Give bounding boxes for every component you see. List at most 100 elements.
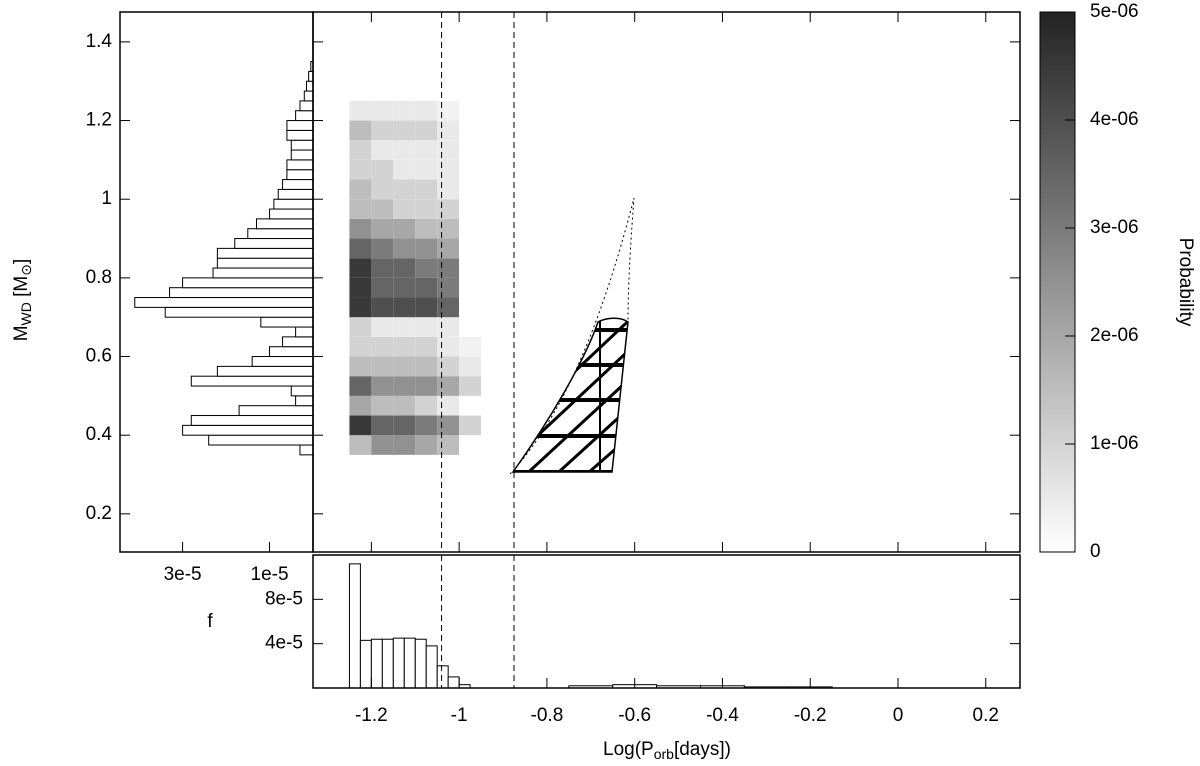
heat-cell <box>371 317 394 337</box>
heat-cell <box>371 376 394 396</box>
y-tick-label: 1 <box>101 188 112 209</box>
y-tick-label: 1.2 <box>86 110 112 131</box>
heat-cell <box>459 258 482 278</box>
bar <box>255 218 314 230</box>
heat-cell <box>349 356 372 377</box>
heat-cell <box>459 100 482 121</box>
bar <box>348 563 361 689</box>
bar <box>290 385 314 397</box>
bar <box>370 638 383 689</box>
heat-cell <box>459 179 482 200</box>
bar <box>295 395 314 407</box>
heat-cell <box>393 376 416 396</box>
heat-cell <box>371 297 394 318</box>
x-tick-label: 0.2 <box>973 705 999 726</box>
heat-cell <box>393 336 416 357</box>
bar <box>290 149 314 161</box>
heat-cell <box>459 120 482 141</box>
heat-cell <box>371 218 394 239</box>
heat-cell <box>437 277 460 298</box>
bar <box>299 100 314 112</box>
heat-cell <box>393 297 416 318</box>
bar <box>190 415 314 426</box>
bar <box>190 375 314 387</box>
colorbar-tick-label: 3e-06 <box>1090 217 1139 238</box>
bar <box>290 139 314 151</box>
heat-cell <box>437 356 460 377</box>
heat-cell <box>415 159 438 180</box>
y-tick-label: 0.6 <box>86 346 112 367</box>
heat-cell <box>349 415 372 436</box>
heat-cell <box>349 258 372 278</box>
x-tick-label: -0.8 <box>531 705 564 726</box>
heat-cell <box>415 140 438 160</box>
heat-cell <box>349 395 372 416</box>
bottom-panel-frame <box>312 554 1021 689</box>
bottom-y-label: f <box>207 611 213 632</box>
colorbar-label: Probability <box>1175 238 1196 327</box>
heat-cell <box>459 238 482 259</box>
heat-cell <box>415 356 438 377</box>
heat-cell <box>459 199 482 219</box>
heat-cell <box>415 238 438 259</box>
heat-cell <box>393 140 416 160</box>
heat-cell <box>393 435 416 455</box>
heat-cell <box>459 297 482 318</box>
heat-cell <box>459 159 482 180</box>
heat-cell <box>393 120 416 141</box>
bar <box>414 638 427 689</box>
bar <box>238 405 314 417</box>
y-axis-label: MWD [M⊙] <box>11 259 34 342</box>
heat-cell <box>415 317 438 337</box>
heat-cell <box>371 159 394 180</box>
heat-cell <box>437 218 460 239</box>
heat-cell <box>415 120 438 141</box>
x-tick-label: -0.2 <box>794 705 827 726</box>
bar <box>247 228 314 240</box>
bar <box>299 444 314 456</box>
heat-cell <box>349 140 372 160</box>
bar <box>447 676 460 689</box>
heat-cell <box>459 317 482 337</box>
bar <box>269 208 314 220</box>
heat-cell <box>349 297 372 318</box>
heat-cell <box>371 199 394 219</box>
bar <box>277 188 314 200</box>
heat-cell <box>393 356 416 377</box>
bar <box>273 198 314 210</box>
bar <box>425 645 438 689</box>
x-tick-label: 3e-5 <box>164 564 202 585</box>
bar <box>403 637 416 689</box>
heat-cell <box>393 100 416 121</box>
bar <box>305 80 314 92</box>
heat-cell <box>437 120 460 141</box>
bar <box>392 637 405 689</box>
heat-cell <box>371 179 394 200</box>
bar <box>134 297 314 308</box>
heat-cell <box>393 258 416 278</box>
heat-cell <box>371 277 394 298</box>
y-tick-label: 0.8 <box>86 267 112 288</box>
x-tick-label: 1e-5 <box>251 564 289 585</box>
heat-cell <box>459 395 482 416</box>
colorbar-tick-label: 4e-06 <box>1090 109 1139 130</box>
heat-cell <box>415 199 438 219</box>
bar <box>216 247 314 259</box>
heat-cell <box>349 376 372 396</box>
bar <box>234 238 314 249</box>
y-tick-label: 1.4 <box>86 31 113 52</box>
heat-cell <box>349 435 372 455</box>
bar <box>282 336 314 348</box>
heat-cell <box>371 140 394 160</box>
bar <box>208 434 314 446</box>
bar <box>169 287 314 299</box>
heat-cell <box>437 199 460 219</box>
colorbar-tick-label: 5e-06 <box>1090 1 1139 22</box>
y-tick-label: 8e-5 <box>265 588 303 609</box>
heat-cell <box>393 199 416 219</box>
heat-cell <box>437 179 460 200</box>
heat-cell <box>393 415 416 436</box>
heat-cell <box>415 297 438 318</box>
colorbar <box>1039 11 1076 553</box>
heat-cell <box>459 140 482 160</box>
